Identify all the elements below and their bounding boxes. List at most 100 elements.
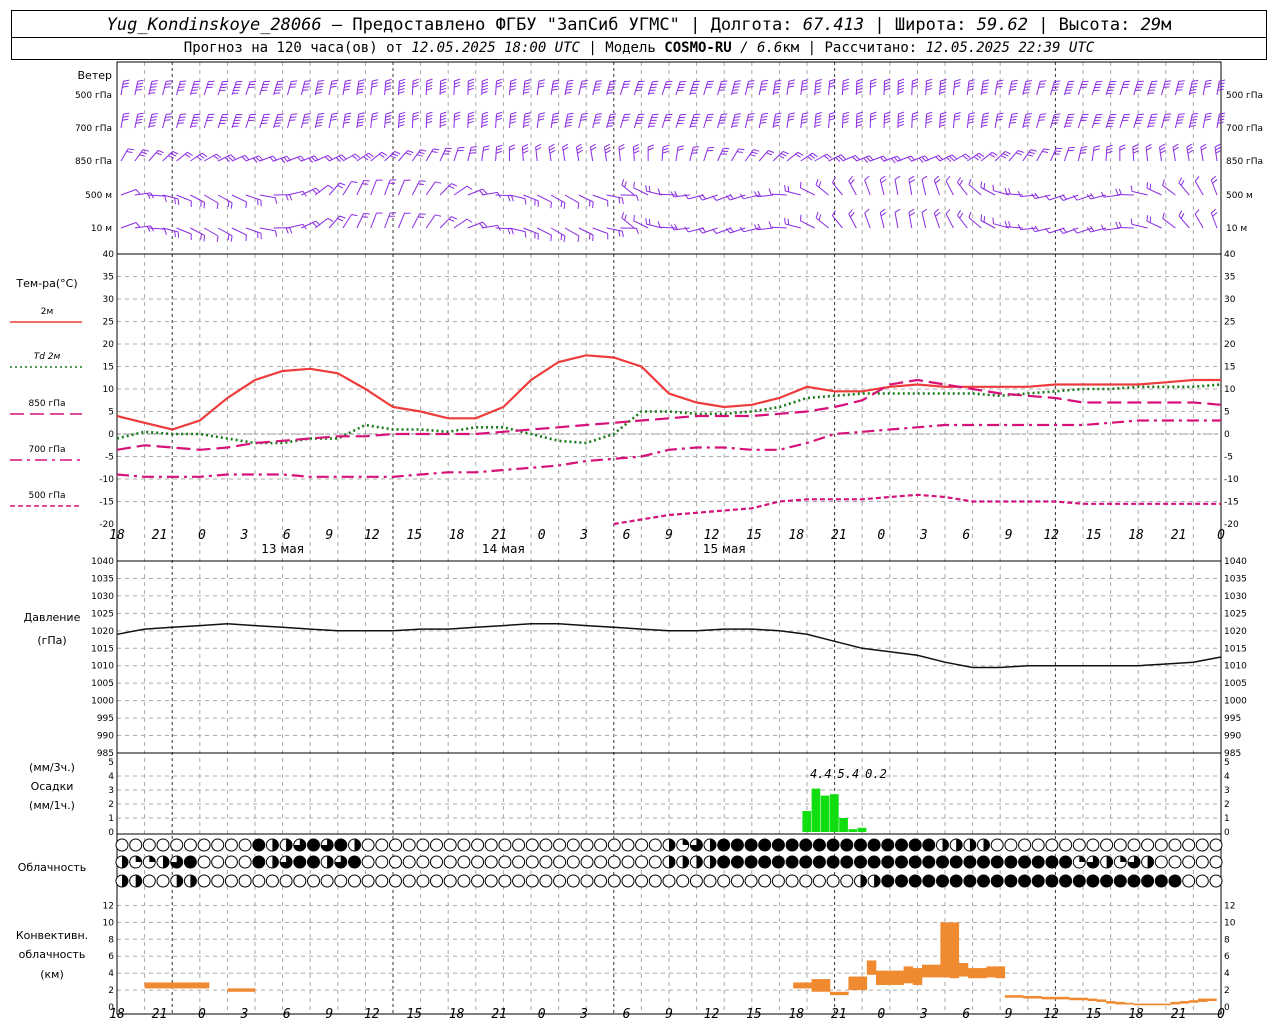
barb-shaft [467,188,483,196]
barb-shaft [203,114,209,129]
cloud-cover-icon [963,874,977,888]
barb-feather [982,115,989,118]
barb-shaft [162,227,179,233]
wind-barb [606,227,624,238]
barb-feather [224,157,230,162]
barb-feather [893,156,899,163]
barb-feather [911,84,918,88]
wind-barb [273,227,293,234]
x-tick-bottom: 0 [1217,1007,1225,1022]
barb-feather [921,175,928,180]
cloud-cover-icon [484,874,498,888]
cloud-fill [977,856,990,868]
wind-barb [1036,80,1047,96]
barb-shaft [1091,81,1097,96]
barb-feather [399,114,406,118]
wind-barb [620,194,639,201]
barb-feather [842,81,849,85]
barb-shaft [231,194,247,203]
wind-barb [314,217,334,229]
barb-feather [157,150,164,154]
barb-feather [481,87,488,91]
barb-shaft [287,190,304,196]
cloud-cover-icon [197,874,211,888]
barb-feather [606,125,614,127]
barb-feather [734,83,741,85]
cloud-cover-icon [115,855,129,869]
cloud-circle [539,855,553,869]
cloud-cover-icon [730,855,744,869]
barb-feather [897,123,904,127]
wind-barb [342,214,358,229]
barb-shaft [314,184,329,196]
cloud-cover-icon [320,855,334,869]
barb-shaft [647,114,653,129]
wind-barb [411,78,419,96]
barb-shaft [828,154,842,162]
barb-shaft [453,147,459,162]
cloud-cover-icon [963,838,977,852]
wind-barb [467,78,475,96]
wind-barb [495,78,503,96]
barb-feather [357,85,364,88]
altitude-label: | Высота: [1038,15,1131,35]
wind-barb [966,112,975,129]
wind-barb [1194,176,1204,196]
barb-feather [815,112,822,115]
barb-feather [1149,119,1156,121]
cloud-fill [942,839,949,851]
cloud-cover-icon [895,838,908,852]
latitude-label: | Широта: [874,15,967,35]
y-tick-right: 2 [1224,986,1230,996]
wind-barb [467,111,475,129]
barb-shaft [508,81,512,96]
barb-feather [454,111,461,115]
wind-barb [342,112,352,129]
barb-feather [535,143,542,148]
barb-feather [565,121,572,124]
barb-feather [146,226,151,232]
wind-barb [939,111,947,129]
barb-shaft [689,147,694,162]
cloud-circle [170,838,184,852]
x-tick-mid: 3 [579,528,588,543]
barb-feather [580,119,587,121]
wind-barb [120,189,141,196]
barb-shaft [879,212,885,229]
barb-shaft [758,150,769,162]
x-tick-bottom: 21 [491,1007,507,1022]
forecast-label: Прогноз на 120 часа(ов) от [183,40,403,56]
cloud-circle [402,838,416,852]
cloud-cover-icon [1141,838,1155,852]
barb-feather [405,152,412,156]
barb-feather [884,84,891,88]
barb-shaft [968,184,982,196]
wind-barb [439,183,457,196]
cloud-circle [758,874,772,888]
wind-barb [730,80,741,96]
barb-feather [448,185,455,189]
barb-feather [203,235,206,242]
cloud-cover-icon [963,855,977,869]
cloud-circle [1182,855,1196,869]
barb-feather [285,227,289,234]
wind-barb [772,150,789,162]
barb-feather [854,155,860,161]
barb-shaft [120,222,137,229]
cloud-fill [731,839,744,851]
panel-frames [116,61,1222,1015]
barb-feather [567,79,574,82]
barb-shaft [921,212,927,229]
wind-barb [848,209,857,229]
barb-feather [426,81,433,85]
cloud-cover-icon [867,855,881,869]
wind-barb [536,227,552,242]
barb-shaft [509,194,526,200]
altitude-unit: м [1161,15,1172,35]
wind-barb [328,182,346,196]
barb-feather [747,119,754,121]
x-tick-mid: 9 [665,528,673,543]
barb-feather [365,154,372,159]
barb-feather [757,223,762,230]
barb-shaft [148,194,165,197]
